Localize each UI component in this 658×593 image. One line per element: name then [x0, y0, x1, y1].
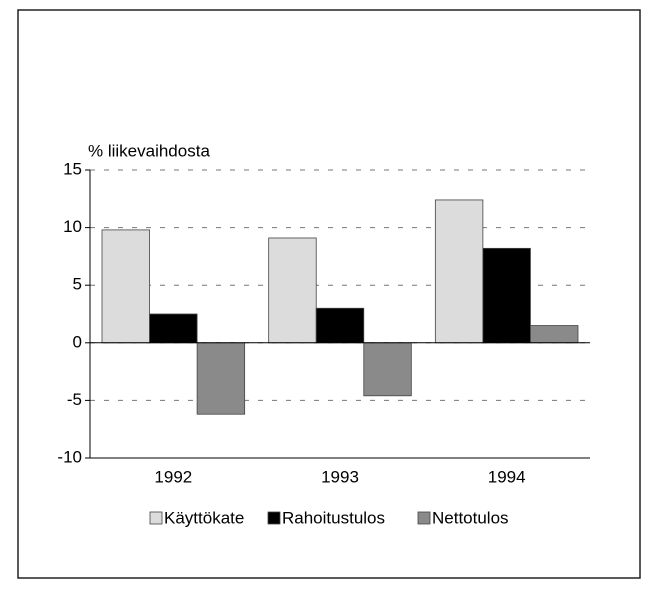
legend-swatch	[267, 511, 281, 525]
y-tick-label: 15	[63, 159, 82, 178]
bar	[149, 313, 198, 344]
bar	[268, 237, 317, 344]
legend-swatch	[149, 511, 163, 525]
legend-swatch	[417, 511, 431, 525]
legend-label: Rahoitustulos	[282, 508, 385, 527]
y-tick-label: 5	[73, 275, 82, 294]
bar	[101, 229, 150, 344]
y-tick-label: 10	[63, 217, 82, 236]
y-tick-label: -5	[67, 390, 82, 409]
x-tick-label: 1994	[488, 467, 526, 486]
legend-label: Käyttökate	[164, 508, 244, 527]
bar	[530, 325, 579, 344]
x-tick-label: 1992	[154, 467, 192, 486]
y-tick-label: -10	[57, 447, 82, 466]
legend-label: Nettotulos	[432, 508, 509, 527]
bar	[315, 307, 365, 344]
bar	[196, 342, 246, 415]
bar	[363, 342, 412, 397]
y-axis-label: % liikevaihdosta	[88, 141, 210, 160]
bar	[434, 199, 484, 344]
y-tick-label: 0	[73, 332, 82, 351]
x-tick-label: 1993	[321, 467, 359, 486]
bar	[482, 247, 531, 344]
